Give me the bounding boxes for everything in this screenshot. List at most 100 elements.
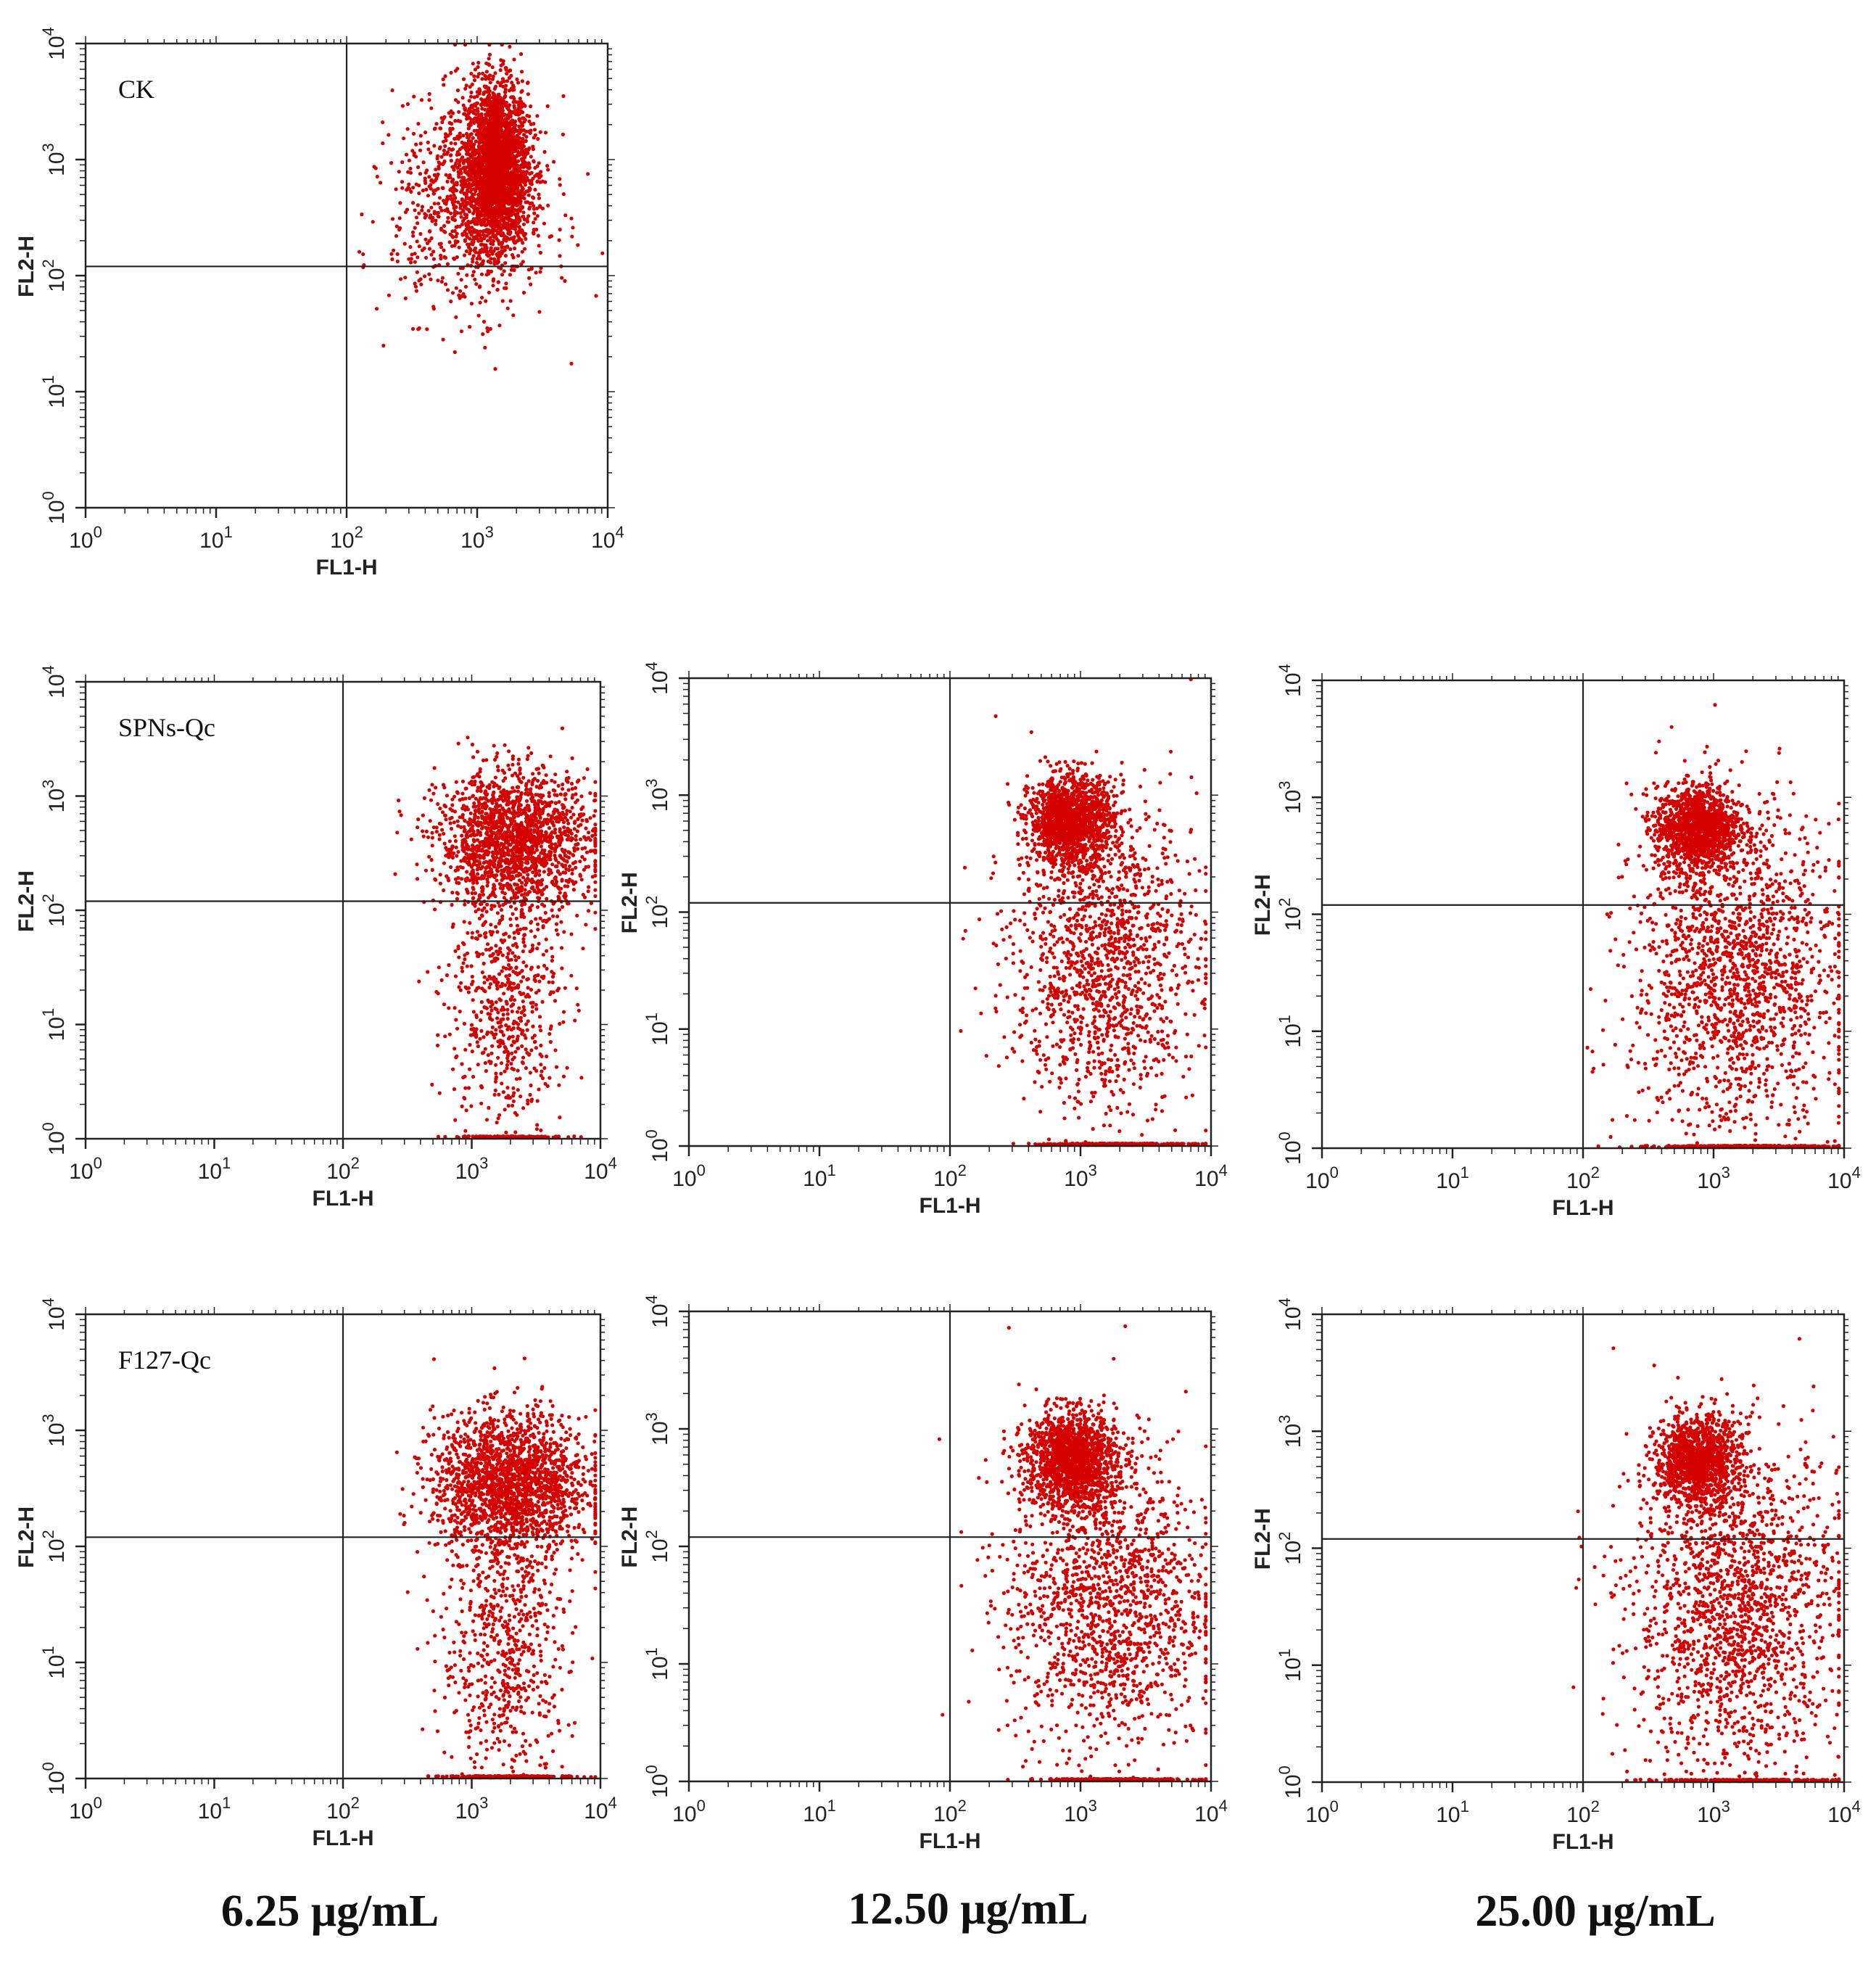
event-point — [566, 780, 570, 784]
event-point — [416, 327, 421, 331]
event-point — [574, 834, 578, 838]
event-point — [570, 234, 574, 239]
event-point — [516, 762, 521, 766]
event-point — [454, 234, 458, 239]
event-point — [453, 136, 458, 141]
event-point — [452, 193, 456, 197]
event-point — [497, 242, 502, 246]
event-point — [519, 128, 524, 133]
event-point — [532, 204, 536, 208]
event-point — [459, 859, 463, 863]
event-point — [532, 777, 537, 781]
event-point — [486, 329, 490, 334]
event-point — [516, 254, 521, 258]
event-point — [437, 242, 442, 246]
event-point — [473, 102, 477, 107]
event-point — [516, 81, 521, 85]
event-point — [478, 234, 482, 238]
event-point — [442, 83, 446, 87]
event-point — [563, 870, 568, 875]
event-point — [394, 224, 399, 228]
event-point — [543, 180, 547, 184]
event-point — [471, 136, 475, 140]
event-point — [514, 199, 518, 203]
event-point — [460, 779, 466, 783]
event-point — [568, 864, 572, 868]
event-point — [523, 183, 528, 187]
event-point — [503, 254, 508, 258]
event-point — [423, 131, 428, 135]
event-point — [390, 217, 395, 221]
event-point — [497, 99, 501, 104]
event-point — [416, 817, 421, 822]
event-point — [526, 754, 530, 758]
event-point — [407, 257, 411, 261]
event-point — [504, 148, 508, 152]
event-point — [471, 254, 476, 258]
event-point — [489, 208, 494, 213]
scatter-points — [393, 726, 598, 1140]
event-point — [478, 300, 482, 305]
event-point — [445, 262, 450, 266]
event-point — [475, 849, 479, 853]
event-point — [487, 62, 492, 67]
event-point — [453, 241, 458, 245]
event-point — [471, 111, 476, 115]
event-point — [475, 863, 480, 867]
event-point — [494, 186, 498, 191]
event-point — [425, 327, 429, 331]
event-point — [488, 204, 493, 208]
event-point — [444, 202, 448, 206]
event-point — [500, 180, 505, 185]
event-point — [525, 113, 529, 118]
event-point — [431, 189, 436, 193]
event-point — [447, 878, 451, 883]
event-point — [538, 815, 542, 820]
event-point — [466, 854, 471, 859]
event-point — [411, 234, 416, 238]
event-point — [527, 119, 532, 123]
event-point — [434, 168, 438, 172]
event-point — [442, 813, 447, 817]
event-point — [492, 277, 496, 281]
event-point — [420, 208, 424, 213]
event-point — [537, 771, 541, 775]
event-point — [361, 252, 365, 257]
event-point — [593, 873, 598, 878]
event-point — [556, 783, 561, 788]
event-point — [563, 279, 567, 283]
event-point — [476, 313, 481, 318]
event-point — [492, 743, 496, 748]
event-point — [431, 257, 437, 261]
event-point — [443, 230, 447, 234]
event-point — [425, 168, 429, 173]
x-tick-label: 100 — [69, 523, 102, 553]
event-point — [434, 122, 439, 126]
event-point — [483, 141, 488, 147]
event-point — [535, 922, 540, 926]
event-point — [492, 92, 496, 96]
event-point — [534, 767, 539, 771]
event-point — [468, 811, 473, 815]
event-point — [519, 124, 524, 128]
event-point — [464, 201, 469, 205]
event-point — [521, 170, 526, 175]
event-point — [539, 851, 543, 855]
event-point — [455, 896, 460, 901]
event-point — [452, 203, 456, 207]
event-point — [586, 172, 590, 176]
event-point — [465, 213, 469, 217]
event-point — [568, 809, 572, 814]
event-point — [500, 768, 505, 772]
event-point — [536, 136, 540, 141]
event-point — [493, 103, 497, 108]
event-point — [468, 173, 473, 178]
event-point — [584, 819, 590, 823]
event-point — [520, 88, 524, 93]
event-point — [513, 213, 518, 217]
event-point — [499, 139, 503, 144]
event-point — [529, 787, 533, 791]
event-point — [442, 159, 447, 164]
event-point — [529, 104, 533, 109]
event-point — [419, 98, 424, 102]
